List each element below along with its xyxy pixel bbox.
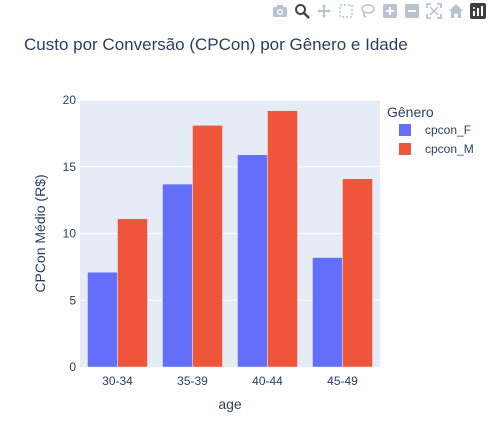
x-tick-label: 35-39 — [177, 374, 208, 388]
y-tick-label: 20 — [63, 93, 77, 107]
pan-icon[interactable] — [315, 2, 333, 20]
zoom-in-icon[interactable] — [381, 2, 399, 20]
home-icon[interactable] — [447, 2, 465, 20]
legend: Gênero cpcon_F cpcon_M — [387, 104, 474, 156]
x-tick-label: 45-49 — [327, 374, 358, 388]
modebar — [271, 2, 487, 20]
camera-icon[interactable] — [271, 2, 289, 20]
bar-cpcon_F-30-34[interactable] — [87, 271, 118, 368]
bar-cpcon_M-30-34[interactable] — [117, 218, 148, 368]
bars — [87, 110, 373, 368]
bar-cpcon_F-35-39[interactable] — [162, 183, 193, 368]
y-tick-label: 15 — [63, 160, 77, 174]
y-tick-label: 10 — [63, 227, 77, 241]
bar-cpcon_M-45-49[interactable] — [342, 178, 373, 368]
zoom-out-icon[interactable] — [403, 2, 421, 20]
y-tick-label: 5 — [69, 293, 76, 307]
x-tick-label: 40-44 — [252, 374, 283, 388]
x-tick-label: 30-34 — [102, 374, 133, 388]
bar-cpcon_M-35-39[interactable] — [192, 125, 223, 368]
box-select-icon[interactable] — [337, 2, 355, 20]
lasso-icon[interactable] — [359, 2, 377, 20]
bar-cpcon_F-40-44[interactable] — [237, 154, 268, 368]
y-tick-label: 0 — [69, 360, 76, 374]
legend-title: Gênero — [387, 104, 434, 120]
y-ticks: 0 5 10 15 20 — [63, 93, 77, 374]
bar-cpcon_F-45-49[interactable] — [312, 257, 343, 368]
zoom-icon[interactable] — [293, 2, 311, 20]
x-axis-title: age — [218, 396, 242, 412]
bar-cpcon_M-40-44[interactable] — [267, 110, 298, 368]
legend-label: cpcon_M — [425, 142, 474, 156]
chart-title: Custo por Conversão (CPCon) por Gênero e… — [24, 35, 408, 54]
autoscale-icon[interactable] — [425, 2, 443, 20]
x-ticks: 30-34 35-39 40-44 45-49 — [102, 374, 358, 388]
plotly-logo-icon[interactable] — [469, 2, 487, 20]
legend-label: cpcon_F — [425, 123, 471, 137]
y-axis-title: CPCon Médio (R$) — [32, 174, 48, 292]
legend-swatch-cpcon_M[interactable] — [399, 143, 411, 155]
legend-swatch-cpcon_F[interactable] — [399, 124, 411, 136]
